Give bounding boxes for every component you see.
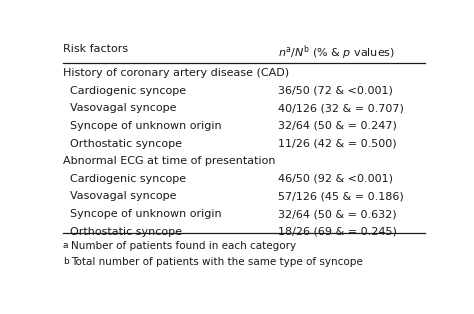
Text: History of coronary artery disease (CAD): History of coronary artery disease (CAD) <box>63 68 289 78</box>
Text: b: b <box>63 257 69 266</box>
Text: $n^{\rm a}$/$N^{\rm b}$ (% & $p$ values): $n^{\rm a}$/$N^{\rm b}$ (% & $p$ values) <box>278 44 395 62</box>
Text: Cardiogenic syncope: Cardiogenic syncope <box>63 85 186 95</box>
Text: Number of patients found in each category: Number of patients found in each categor… <box>71 241 296 251</box>
Text: 11/26 (42 & = 0.500): 11/26 (42 & = 0.500) <box>278 138 396 149</box>
Text: Orthostatic syncope: Orthostatic syncope <box>63 227 182 237</box>
Text: 32/64 (50 & = 0.632): 32/64 (50 & = 0.632) <box>278 209 396 219</box>
Text: 57/126 (45 & = 0.186): 57/126 (45 & = 0.186) <box>278 192 403 202</box>
Text: Orthostatic syncope: Orthostatic syncope <box>63 138 182 149</box>
Text: 18/26 (69 & = 0.245): 18/26 (69 & = 0.245) <box>278 227 397 237</box>
Text: 36/50 (72 & <0.001): 36/50 (72 & <0.001) <box>278 85 392 95</box>
Text: Cardiogenic syncope: Cardiogenic syncope <box>63 174 186 184</box>
Text: 40/126 (32 & = 0.707): 40/126 (32 & = 0.707) <box>278 103 404 113</box>
Text: Vasovagal syncope: Vasovagal syncope <box>63 103 176 113</box>
Text: 46/50 (92 & <0.001): 46/50 (92 & <0.001) <box>278 174 393 184</box>
Text: Syncope of unknown origin: Syncope of unknown origin <box>63 121 221 131</box>
Text: Vasovagal syncope: Vasovagal syncope <box>63 192 176 202</box>
Text: Risk factors: Risk factors <box>63 44 128 54</box>
Text: 32/64 (50 & = 0.247): 32/64 (50 & = 0.247) <box>278 121 397 131</box>
Text: Total number of patients with the same type of syncope: Total number of patients with the same t… <box>71 257 363 267</box>
Text: Syncope of unknown origin: Syncope of unknown origin <box>63 209 221 219</box>
Text: a: a <box>63 241 68 250</box>
Text: Abnormal ECG at time of presentation: Abnormal ECG at time of presentation <box>63 156 275 166</box>
